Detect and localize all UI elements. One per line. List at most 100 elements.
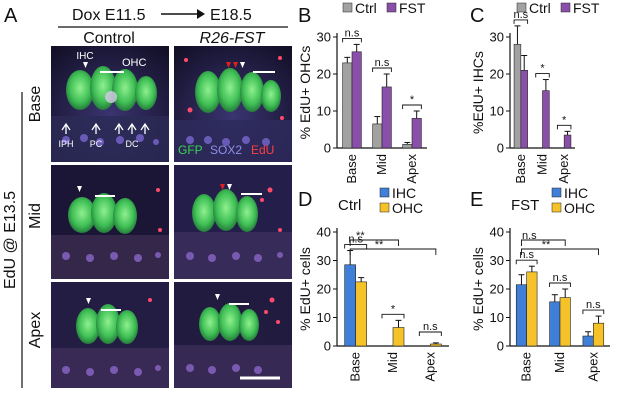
y-axis-label: % EdU+ OHCs bbox=[297, 46, 313, 140]
legend-label-fst: FST bbox=[573, 0, 600, 16]
treatment-arrow-icon bbox=[197, 9, 205, 19]
chart-title: FST bbox=[511, 197, 539, 214]
significance-bracket bbox=[349, 239, 399, 246]
bar-ohc-base bbox=[526, 271, 538, 347]
y-tick-label: 20 bbox=[317, 67, 331, 82]
significance-bracket bbox=[521, 248, 599, 255]
stage-label: E18.5 bbox=[210, 7, 252, 24]
bar-fst-mid bbox=[381, 86, 392, 149]
x-tick-label-base: Base bbox=[513, 154, 528, 184]
legend-label-ohc: OHC bbox=[564, 200, 595, 216]
y-tick-label: 0 bbox=[324, 141, 331, 156]
bar-fst-mid bbox=[542, 90, 550, 149]
significance-bracket bbox=[418, 331, 442, 336]
row-label-base: Base bbox=[27, 86, 44, 123]
panel-a-letter: A bbox=[4, 5, 18, 27]
row-label-mid: Mid bbox=[27, 203, 44, 229]
x-tick-label-mid: Mid bbox=[385, 352, 400, 373]
bar-ctrl-base bbox=[513, 44, 522, 149]
red-marker-icon-2 bbox=[233, 62, 238, 68]
micrograph-control-mid bbox=[51, 165, 169, 279]
micrograph-fst-apex bbox=[174, 282, 292, 388]
legend-swatch-ohc bbox=[379, 202, 390, 213]
chart-title: Ctrl bbox=[338, 197, 361, 214]
y-tick-label: 10 bbox=[490, 310, 504, 325]
significance-bracket bbox=[556, 124, 572, 130]
column-fst: R26-FST bbox=[200, 30, 266, 47]
micrograph-fst-mid bbox=[174, 165, 292, 279]
y-tick-label: 30 bbox=[490, 30, 504, 45]
dox-label: Dox E11.5 bbox=[72, 7, 146, 24]
ohc-label: OHC bbox=[122, 57, 147, 69]
legend-swatch-ctrl bbox=[342, 2, 353, 13]
red-marker-icon bbox=[220, 184, 225, 190]
bar-ohc-mid bbox=[392, 327, 405, 347]
y-tick-label: 0 bbox=[497, 339, 504, 354]
panel-c-letter: C bbox=[470, 5, 484, 27]
y-axis-label: % EdU+ cells bbox=[470, 247, 486, 331]
x-tick-label-base: Base bbox=[348, 352, 363, 382]
bar-ohc-base bbox=[355, 281, 367, 347]
panel-a: A Dox E11.5 E18.5 Control R26-FST EdU @ … bbox=[2, 5, 292, 388]
micrograph-control-apex bbox=[51, 282, 169, 388]
x-tick-label-base: Base bbox=[519, 352, 534, 382]
legend-swatch-ihc bbox=[379, 187, 390, 198]
legend-label-fst: FST bbox=[399, 0, 426, 16]
legend-swatch-ctrl bbox=[516, 2, 527, 13]
legend-label-ihc: IHC bbox=[392, 185, 416, 201]
significance-label: n.s bbox=[348, 234, 363, 246]
significance-label: n.s bbox=[423, 321, 438, 333]
panel-d-letter: D bbox=[298, 189, 312, 211]
significance-label: n.s bbox=[519, 249, 534, 261]
significance-bracket bbox=[535, 73, 550, 78]
iph-arrow-icon bbox=[61, 122, 71, 134]
y-tick-label: 20 bbox=[317, 282, 331, 297]
micrograph-fst-base: GFP SOX2 EdU bbox=[174, 46, 292, 162]
significance-label: n.s bbox=[513, 9, 528, 21]
significance-label: * bbox=[410, 94, 415, 106]
ihc-label: IHC bbox=[76, 51, 93, 62]
y-tick-label: 0 bbox=[497, 141, 504, 156]
chart-c-edu-ihcs: 0 10 20 30 %EdU+ IHCs Base Mid Apex Ctrl FST n.s * * bbox=[470, 0, 600, 184]
pc-label: PC bbox=[90, 139, 103, 149]
significance-label: n.s bbox=[522, 230, 537, 242]
legend-swatch-fst bbox=[560, 2, 571, 13]
significance-bracket bbox=[513, 19, 529, 24]
significance-label: n.s bbox=[586, 299, 601, 311]
significance-label: n.s bbox=[375, 57, 390, 69]
legend-label-ohc: OHC bbox=[392, 200, 423, 216]
ihc-marker-icon bbox=[240, 62, 245, 68]
bar-ihc-mid bbox=[549, 301, 561, 347]
pc-arrow-icon bbox=[91, 122, 101, 134]
column-control: Control bbox=[83, 30, 135, 47]
y-tick-label: 30 bbox=[317, 253, 331, 268]
significance-bracket bbox=[381, 313, 405, 319]
y-tick-label: 20 bbox=[490, 67, 504, 82]
significance-bracket bbox=[372, 67, 392, 72]
significance-label: * bbox=[391, 303, 396, 315]
y-tick-label: 20 bbox=[490, 282, 504, 297]
legend-swatch-ihc bbox=[551, 187, 562, 198]
bar-ctrl-mid bbox=[372, 123, 383, 149]
y-tick-label: 10 bbox=[317, 104, 331, 119]
bar-ihc-base bbox=[515, 284, 527, 347]
legend-label-ctrl: Ctrl bbox=[355, 0, 377, 16]
ihc-marker-icon bbox=[86, 298, 91, 304]
dc-arrow-icon-1 bbox=[114, 122, 124, 134]
panel-e-letter: E bbox=[470, 189, 483, 211]
bar-ihc-apex bbox=[582, 335, 594, 347]
ihc-marker-icon bbox=[77, 186, 82, 192]
chart-b-edu-ohcs: 0 10 20 30 % EdU+ OHCs Base Mid Apex Ctrl FST n.s n… bbox=[297, 0, 427, 184]
significance-bracket bbox=[349, 248, 437, 255]
panel-b-letter: B bbox=[298, 5, 311, 27]
dc-arrow-icon-2 bbox=[127, 122, 137, 134]
x-tick-label-apex: Apex bbox=[585, 352, 600, 382]
legend-label-ctrl: Ctrl bbox=[529, 0, 551, 16]
significance-bracket bbox=[342, 37, 362, 43]
bar-ohc-apex bbox=[593, 322, 605, 347]
bar-fst-apex bbox=[563, 134, 572, 149]
significance-bracket bbox=[582, 309, 605, 315]
dc-label: DC bbox=[126, 139, 139, 149]
